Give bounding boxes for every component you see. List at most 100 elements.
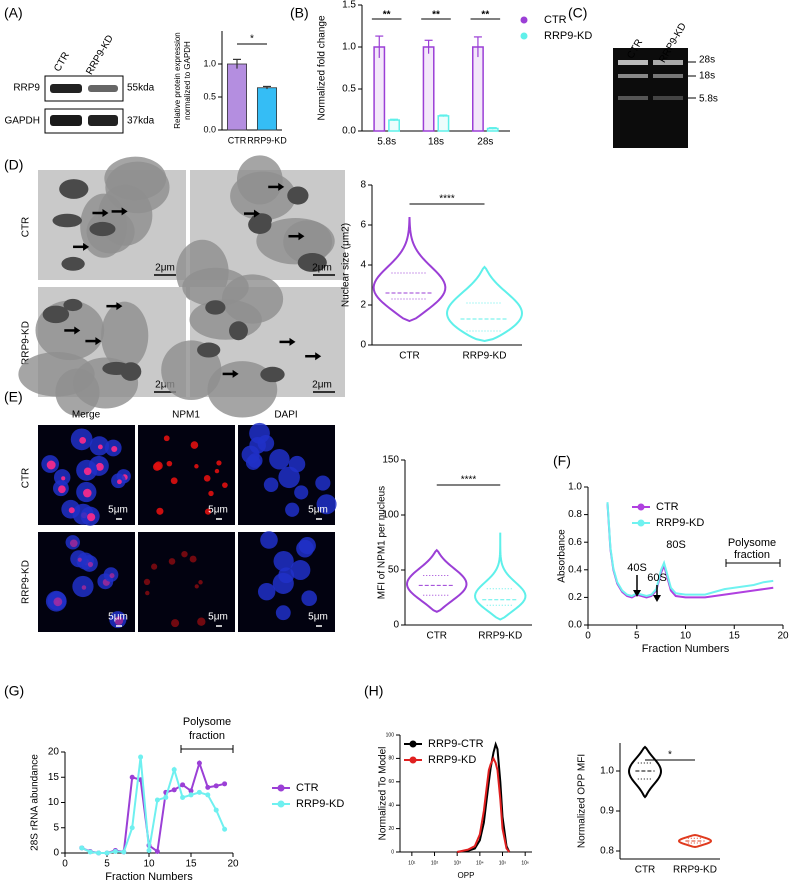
panel-label: (B) [290, 5, 309, 21]
arrow-head [298, 232, 305, 241]
y-tick-label: 8 [360, 180, 366, 191]
row-label: RRP9-KD [21, 321, 32, 365]
x-tick-label: 0 [585, 631, 591, 642]
annotation-arrow-head [633, 590, 641, 597]
nucleus [59, 179, 89, 199]
line [457, 741, 511, 853]
legend-marker [637, 503, 645, 511]
significance-label: ** [481, 10, 489, 21]
x-tick-label: 10 [680, 631, 692, 642]
nucleus [61, 256, 85, 271]
nucleolus [197, 617, 206, 626]
western-blot: CTR RRP9-KD RRP9 GAPDH 55kda 37kda [4, 33, 155, 134]
y-tick-label: 6 [360, 220, 366, 231]
y-axis-title: Normalized To Model [378, 747, 389, 841]
nucleolus [117, 479, 122, 485]
nucleus [247, 453, 263, 468]
bar [226, 63, 247, 131]
nucleolus [83, 467, 92, 476]
fluorescence-image [138, 425, 235, 525]
gel-band [618, 60, 648, 65]
legend-label: RRP9-KD [296, 798, 344, 810]
arrow-head [289, 337, 296, 346]
fluorescence-labels: Merge NPM1 DAPI CTR RRP9-KD [21, 410, 298, 604]
x-tick-label: CTR [426, 631, 447, 642]
nucleus [205, 300, 226, 315]
y-tick-label: 80 [388, 756, 394, 762]
bar [256, 87, 277, 131]
x-tick-label: 10² [431, 860, 439, 866]
significance-label: **** [461, 475, 477, 486]
x-axis-title: OPP [458, 871, 475, 880]
cell [256, 217, 335, 265]
x-tick-label: 5 [104, 859, 110, 870]
nucleolus [68, 507, 75, 514]
legend-label: RRP9-KD [656, 517, 704, 529]
x-tick-label: 20 [227, 859, 239, 870]
x-tick-label: RRP9-KD [247, 135, 287, 145]
nucleus [260, 366, 285, 383]
y-axis-title: Absorbance [557, 529, 568, 583]
legend-marker [637, 519, 645, 527]
point [163, 794, 169, 800]
violin [628, 745, 662, 799]
annotation: Polysome [728, 537, 776, 549]
scale-label: 2μm [312, 380, 332, 391]
nucleus [63, 298, 83, 312]
nucleus [263, 477, 279, 492]
y-tick-label: 1.0 [203, 58, 216, 68]
significance-label: ** [383, 10, 391, 21]
size-label: 37kda [127, 116, 155, 127]
y-tick-label: 15 [48, 772, 60, 783]
nucleus [273, 550, 294, 572]
gel-band [653, 96, 683, 100]
nucleus [275, 605, 291, 621]
significance-label: ** [432, 10, 440, 21]
nucleus [229, 321, 248, 341]
images: 2μm 2μm 2μm 2μm 5μm 5μm 5μm 5μm 5μm 5μm [18, 155, 345, 632]
x-axis-title: Fraction Numbers [105, 871, 193, 882]
nucleolus [168, 558, 176, 565]
nucleolus [145, 590, 150, 596]
y-tick-label: 0 [360, 340, 366, 351]
point [87, 849, 93, 855]
x-tick-label: CTR [399, 351, 420, 362]
cell [105, 161, 170, 214]
nucleolus [171, 619, 180, 628]
legend-label: RRP9-KD [544, 30, 592, 42]
legend-marker [277, 800, 285, 808]
point [196, 789, 202, 795]
rna-gel: CTR RRP9-KD 28s 18s 5.8s [613, 21, 718, 148]
scale-label: 2μm [155, 380, 175, 391]
y-tick-label: 0.0 [568, 620, 582, 631]
nucleolus [79, 436, 87, 444]
y-tick-label: 5 [53, 822, 59, 833]
x-tick-label: CTR [635, 865, 656, 876]
x-tick-label: 15 [185, 859, 197, 870]
nucleolus [190, 441, 199, 449]
point [171, 767, 177, 773]
legend-label: RRP9-KD [428, 754, 476, 766]
y-tick-label: 1.0 [600, 766, 614, 777]
band-label: GAPDH [4, 116, 40, 127]
nucleus [316, 494, 337, 515]
cell [18, 352, 95, 397]
nucleus [301, 590, 317, 607]
y-tick-label: 4 [360, 260, 366, 271]
legend-marker [277, 784, 285, 792]
y-axis-title: Normalized OPP MFI [577, 754, 588, 848]
panel-labels: (A) (B) (C) (D) (E) (F) (G) (H) [4, 5, 587, 699]
violin [372, 216, 447, 323]
y-tick-label: 0.5 [203, 91, 216, 101]
y-axis-title: normalized to GAPDH [183, 41, 192, 120]
scale-label: 2μm [155, 263, 175, 274]
point [196, 760, 202, 766]
x-axis-title: Fraction Numbers [642, 643, 730, 655]
nucleus [250, 213, 272, 228]
arrow-head [116, 302, 123, 311]
nucleolus [194, 584, 199, 589]
x-tick-label: 10⁴ [476, 860, 484, 866]
nucleolus [170, 477, 178, 485]
nucleolus [166, 460, 173, 467]
x-tick-label: 10⁵ [499, 860, 507, 866]
